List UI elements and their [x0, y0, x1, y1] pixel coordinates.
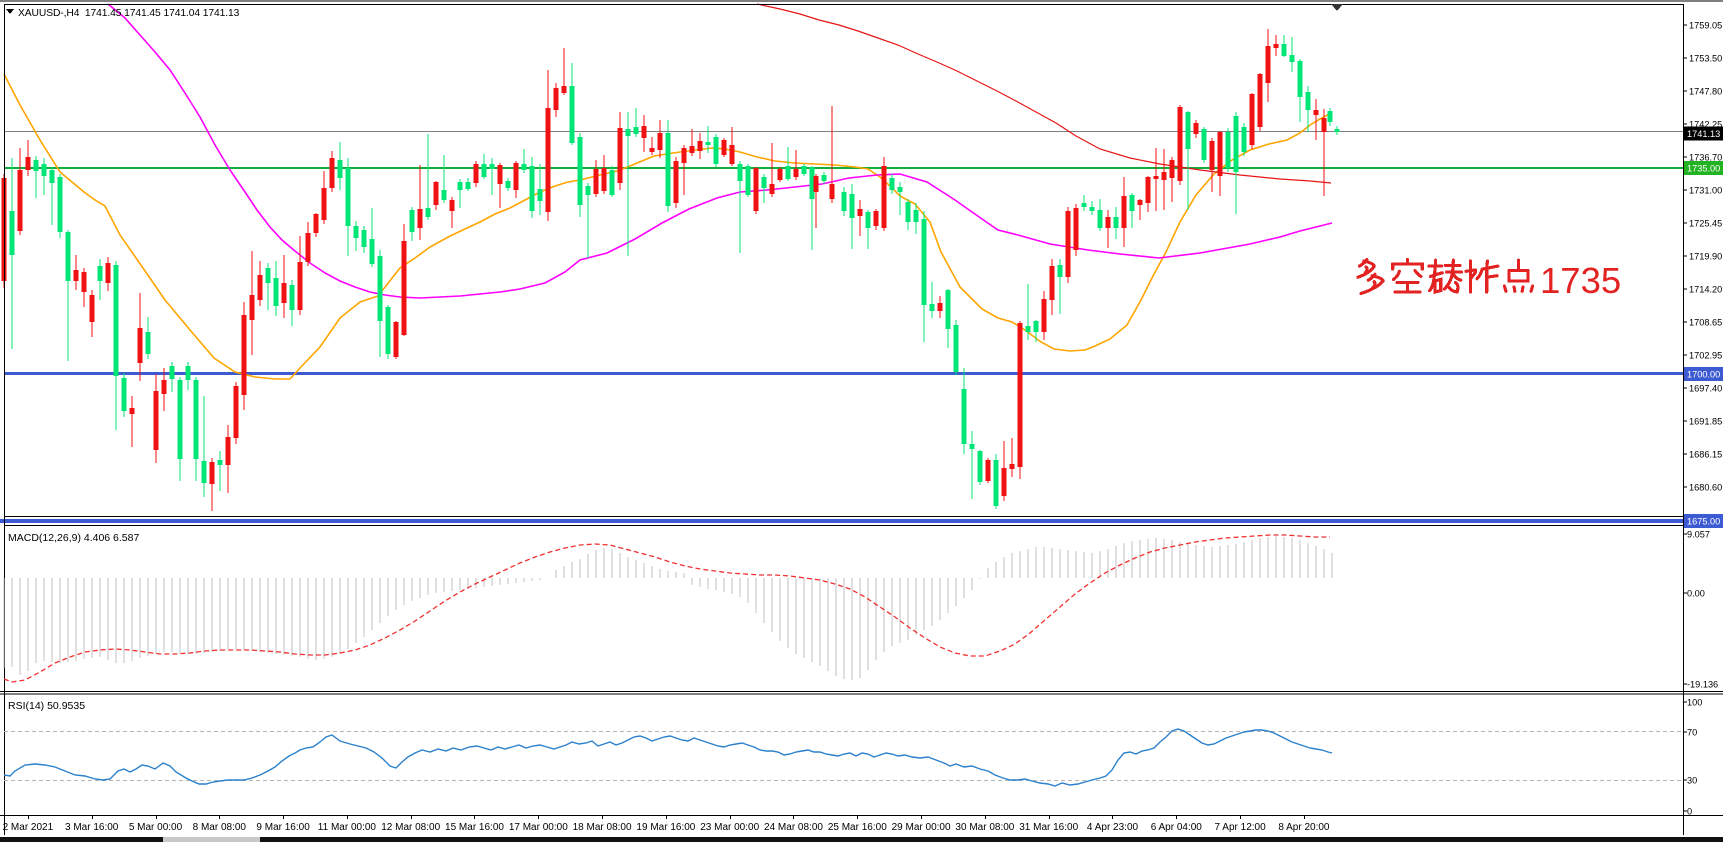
- svg-text:23 Mar 00:00: 23 Mar 00:00: [700, 822, 759, 833]
- svg-text:15 Mar 16:00: 15 Mar 16:00: [445, 822, 504, 833]
- svg-text:1735: 1735: [1540, 260, 1621, 301]
- svg-text:1741.13: 1741.13: [1687, 129, 1720, 139]
- svg-text:4 Apr 23:00: 4 Apr 23:00: [1087, 822, 1139, 833]
- svg-text:30: 30: [1687, 776, 1697, 786]
- svg-text:11 Mar 00:00: 11 Mar 00:00: [318, 822, 377, 833]
- svg-text:RSI(14) 50.9535: RSI(14) 50.9535: [8, 700, 85, 712]
- svg-text:0.00: 0.00: [1687, 589, 1705, 599]
- svg-text:2 Mar 2021: 2 Mar 2021: [3, 822, 54, 833]
- svg-text:1702.95: 1702.95: [1689, 351, 1722, 361]
- svg-text:1680.60: 1680.60: [1689, 483, 1722, 493]
- svg-text:1675.00: 1675.00: [1687, 517, 1720, 527]
- svg-text:1700.00: 1700.00: [1687, 370, 1720, 380]
- svg-text:7 Apr 12:00: 7 Apr 12:00: [1215, 822, 1267, 833]
- svg-text:19 Mar 16:00: 19 Mar 16:00: [636, 822, 695, 833]
- svg-text:1747.80: 1747.80: [1689, 87, 1722, 97]
- svg-text:30 Mar 08:00: 30 Mar 08:00: [955, 822, 1014, 833]
- svg-text:18 Mar 08:00: 18 Mar 08:00: [573, 822, 632, 833]
- svg-text:8 Apr 20:00: 8 Apr 20:00: [1278, 822, 1330, 833]
- svg-text:-19.136: -19.136: [1687, 680, 1718, 690]
- svg-text:1735.00: 1735.00: [1687, 164, 1720, 174]
- svg-text:1686.15: 1686.15: [1689, 450, 1722, 460]
- svg-text:3 Mar 16:00: 3 Mar 16:00: [65, 822, 119, 833]
- svg-text:31 Mar 16:00: 31 Mar 16:00: [1019, 822, 1078, 833]
- svg-text:1742.25: 1742.25: [1689, 120, 1722, 130]
- svg-text:1708.65: 1708.65: [1689, 318, 1722, 328]
- svg-text:25 Mar 16:00: 25 Mar 16:00: [828, 822, 887, 833]
- svg-text:100: 100: [1687, 698, 1702, 708]
- svg-text:1725.45: 1725.45: [1689, 219, 1722, 229]
- svg-text:1753.50: 1753.50: [1689, 54, 1722, 64]
- svg-text:8 Mar 08:00: 8 Mar 08:00: [193, 822, 247, 833]
- svg-text:29 Mar 00:00: 29 Mar 00:00: [892, 822, 951, 833]
- svg-text:MACD(12,26,9) 4.406 6.587: MACD(12,26,9) 4.406 6.587: [8, 532, 139, 544]
- svg-text:9 Mar 16:00: 9 Mar 16:00: [256, 822, 310, 833]
- svg-text:1719.90: 1719.90: [1689, 252, 1722, 262]
- svg-text:1697.40: 1697.40: [1689, 384, 1722, 394]
- svg-text:1691.85: 1691.85: [1689, 417, 1722, 427]
- svg-text:0: 0: [1687, 807, 1692, 817]
- svg-text:24 Mar 08:00: 24 Mar 08:00: [764, 822, 823, 833]
- svg-text:1759.05: 1759.05: [1689, 21, 1722, 31]
- svg-text:9.057: 9.057: [1687, 530, 1710, 540]
- svg-text:1736.70: 1736.70: [1689, 153, 1722, 163]
- svg-text:70: 70: [1687, 728, 1697, 738]
- svg-text:1714.20: 1714.20: [1689, 285, 1722, 295]
- svg-text:6 Apr 04:00: 6 Apr 04:00: [1151, 822, 1203, 833]
- svg-text:XAUUSD-,H4 1741.45 1741.45 17: XAUUSD-,H4 1741.45 1741.45 1741.04 1741.…: [18, 8, 240, 19]
- svg-text:17 Mar 00:00: 17 Mar 00:00: [509, 822, 568, 833]
- svg-text:5 Mar 00:00: 5 Mar 00:00: [129, 822, 183, 833]
- svg-text:1731.00: 1731.00: [1689, 186, 1722, 196]
- svg-text:12 Mar 08:00: 12 Mar 08:00: [381, 822, 440, 833]
